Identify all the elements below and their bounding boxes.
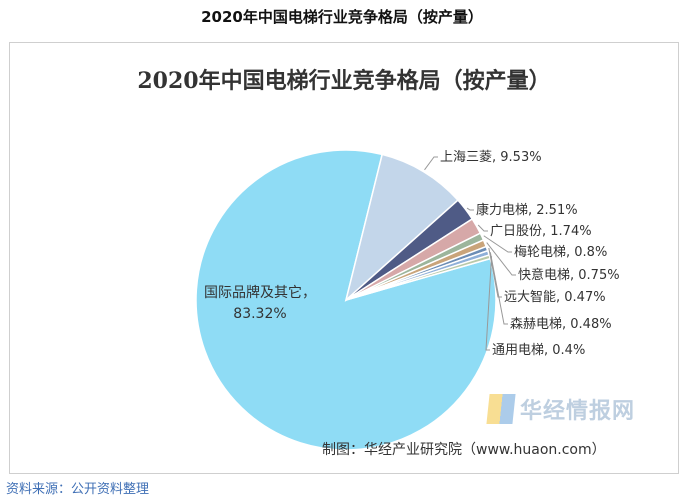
leader-line [483,235,512,253]
leader-line [488,247,502,298]
leader-line [424,156,438,171]
slice-label: 通用电梯, 0.4% [492,343,585,358]
leader-line [485,256,493,351]
slice-label: 快意电梯, 0.75% [518,267,620,283]
slice-label-name: 国际品牌及其它， [204,284,316,301]
leader-line [477,224,488,232]
leader-line [489,252,508,325]
pie-slice [344,153,459,303]
page-title: 2020年中国电梯行业竞争格局（按产量） [201,8,483,26]
pie-chart: 国际品牌及其它， 83.32% 上海三菱, 9.53% 康力电梯, 2.51% 广日股份… [195,149,620,451]
watermark-logo-icon [486,394,516,424]
leader-line [466,207,474,211]
slice-label: 森赫电梯, 0.48% [510,317,612,332]
pie-slice [345,254,492,301]
leader-line [486,242,516,276]
slice-label: 梅轮电梯, 0.8% [514,245,607,260]
slice-label: 广日股份, 1.74% [490,224,592,239]
watermark: 华经情报网 [486,393,636,425]
slice-label: 上海三菱, 9.53% [440,150,542,165]
chart-title: 2020年中国电梯行业竞争格局（按产量） [137,68,551,94]
source-note: 资料来源：公开资料整理 [6,482,150,497]
slice-label: 远大智能, 0.47% [504,290,606,305]
slice-label-value: 83.32% [233,306,286,322]
watermark-text: 华经情报网 [520,399,636,424]
slice-label: 康力电梯, 2.51% [476,202,578,218]
chart-credit: 制图：华经产业研究院（www.huaon.com） [322,442,606,458]
chart-frame: 2020年中国电梯行业竞争格局（按产量） 国际品牌及其它， 83.32% 上海三菱,… [9,42,679,474]
